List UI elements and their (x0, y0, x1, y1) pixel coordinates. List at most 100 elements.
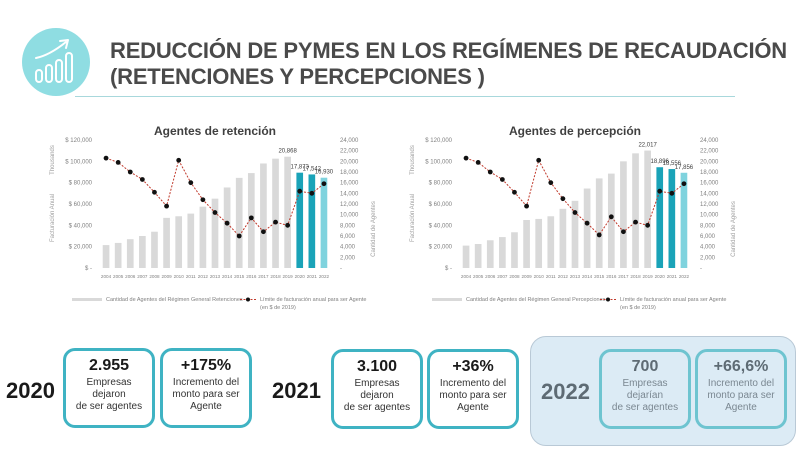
bar (187, 213, 195, 268)
chart-percepciones-svg: Agentes de percepción $ - $ 20,000 $ 40,000… (410, 124, 737, 311)
bar (474, 244, 482, 268)
right-axis-tick: 12,000 (340, 202, 359, 208)
bar (499, 237, 506, 268)
x-axis-tick: 2010 (534, 274, 545, 279)
bar (308, 174, 316, 268)
legend-line-sublabel: (en $ de 2019) (260, 305, 296, 311)
x-axis-tick: 2022 (319, 274, 330, 279)
bar (320, 177, 328, 268)
increase-label: Incremento del (439, 378, 507, 389)
line-point (645, 222, 651, 228)
bar (114, 242, 122, 268)
right-axis-tick: 14,000 (700, 191, 719, 197)
right-axis-tick: 12,000 (700, 202, 719, 208)
left-axis-unit-label: Thousands (50, 145, 56, 175)
bar (284, 156, 291, 268)
increase-value: +36% (452, 358, 494, 375)
x-axis-tick: 2011 (546, 274, 556, 279)
increase-label: Incremento del (707, 378, 775, 389)
line-point (152, 189, 157, 195)
bar (235, 177, 243, 268)
x-axis-tick: 2021 (307, 274, 318, 279)
companies-label: de ser agentes (343, 402, 411, 413)
line-point (273, 219, 278, 225)
line-point (115, 160, 121, 165)
right-axis-tick: 18,000 (700, 170, 719, 176)
x-axis-tick: 2006 (485, 274, 496, 279)
left-axis-tick: $ 80,000 (69, 181, 93, 187)
bar (583, 188, 591, 268)
right-axis-tick: - (700, 266, 702, 272)
left-axis-tick: $ 40,000 (69, 223, 93, 229)
line-point (596, 232, 602, 238)
legend-bar-label: Cantidad de Agentes del Régimen General … (106, 297, 243, 303)
left-axis-tick: $ - (85, 266, 92, 272)
line-point (103, 155, 109, 161)
line-point (560, 196, 566, 202)
bar (272, 158, 279, 268)
right-axis-tick: 20,000 (340, 159, 359, 165)
increase-label: monto para ser (439, 390, 507, 401)
increase-label: monto para ser (172, 389, 240, 400)
chart-retenciones: Agentes de retención $ - $ 20,000 $ 40,000 $… (40, 120, 400, 320)
left-axis-tick: $ 40,000 (429, 223, 453, 229)
right-axis-label: Cantidad de Agentes (731, 201, 737, 257)
legend-line-sublabel: (en $ de 2019) (620, 305, 656, 311)
bar (126, 239, 134, 268)
right-axis-tick: 2,000 (340, 255, 356, 261)
line-point (487, 169, 493, 175)
legend-bar-swatch (432, 298, 462, 301)
right-axis-tick: 8,000 (700, 223, 716, 229)
line-point (512, 189, 517, 195)
bar (296, 172, 304, 268)
chart-percepciones: Agentes de percepción $ - $ 20,000 $ 40,000… (400, 120, 760, 320)
bar (559, 208, 567, 268)
bar-data-label: 18,896 (651, 159, 670, 165)
bar (632, 153, 639, 268)
x-axis-tick: 2011 (186, 274, 196, 279)
companies-label: de ser agentes (611, 402, 679, 413)
bar (571, 200, 579, 268)
bar (151, 231, 158, 268)
year-2020-label: 2020 (6, 378, 55, 403)
line-point (261, 229, 266, 235)
x-axis-tick: 2009 (521, 274, 532, 279)
line-point (248, 215, 254, 221)
right-axis-tick: 22,000 (340, 149, 359, 155)
bar (511, 232, 518, 268)
bar (211, 198, 219, 268)
line-point (499, 177, 505, 182)
x-axis-tick: 2014 (582, 274, 593, 279)
bar (462, 245, 470, 268)
line-point (309, 190, 315, 196)
companies-label: de ser agentes (75, 401, 143, 412)
bar (486, 240, 494, 268)
right-axis-tick: 8,000 (340, 223, 356, 229)
companies-label: Empresas dejaron (354, 378, 400, 401)
right-axis-tick: 14,000 (340, 191, 359, 197)
legend-line-marker (246, 297, 250, 302)
card-2021-companies: 3.100 Empresas dejaron de ser agentes (331, 349, 423, 429)
x-axis-tick: 2006 (125, 274, 136, 279)
bar-data-label: 16,930 (315, 170, 334, 176)
chart-title: Agentes de retención (154, 124, 276, 138)
left-axis-tick: $ 80,000 (429, 181, 453, 187)
card-2020-increase: +175% Incremento del monto para ser Agen… (160, 348, 252, 428)
line-point (188, 180, 194, 186)
companies-value: 700 (631, 358, 659, 375)
x-axis-tick: 2004 (101, 274, 112, 279)
x-axis-tick: 2018 (270, 274, 281, 279)
bar (595, 178, 603, 268)
right-axis-tick: 24,000 (340, 138, 359, 144)
bar-data-label: 17,856 (675, 165, 694, 171)
bar (523, 220, 530, 268)
right-axis-tick: 10,000 (340, 213, 359, 219)
bar (535, 218, 543, 268)
title-divider (75, 96, 735, 97)
x-axis-tick: 2017 (258, 274, 269, 279)
bar (247, 173, 255, 268)
bar-data-label: 18,556 (663, 161, 682, 167)
legend-bar-label: Cantidad de Agentes del Régimen General … (466, 297, 606, 303)
x-axis-tick: 2005 (113, 274, 124, 279)
right-axis-tick: 24,000 (700, 138, 719, 144)
